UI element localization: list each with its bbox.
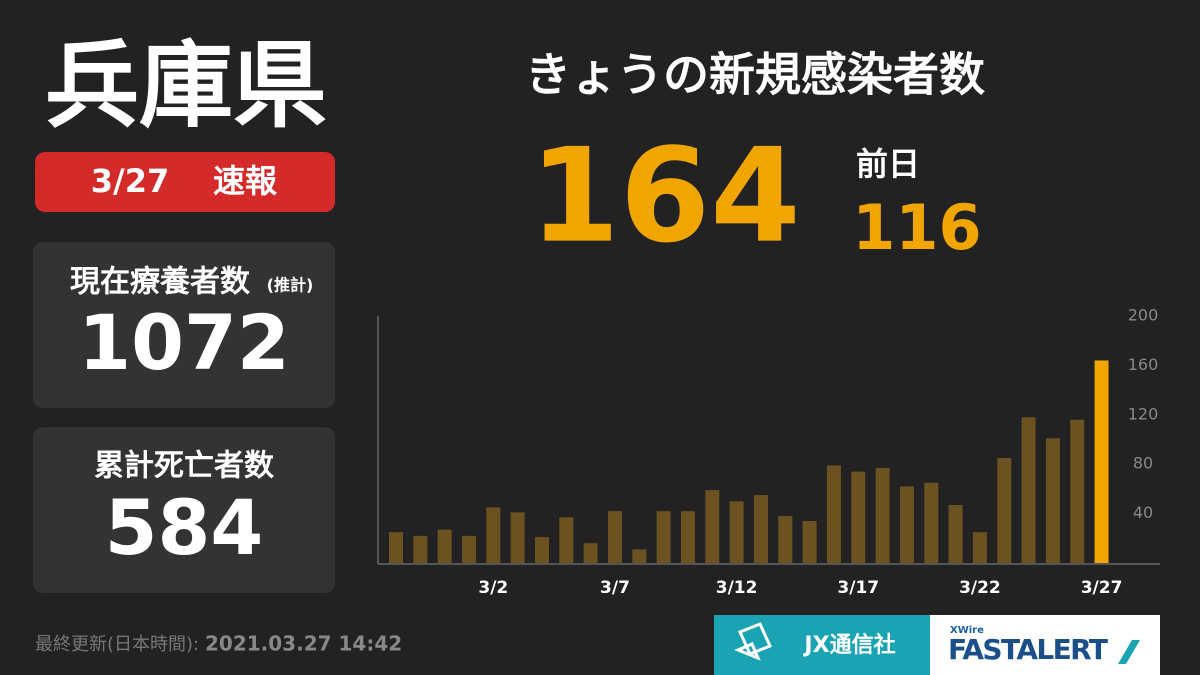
y-tick-label: 120 [1128,404,1159,423]
logo-icon [734,622,773,661]
logo-fastalert [930,615,1160,675]
badge-text: 速報 [213,162,277,200]
bar [607,511,622,563]
x-tick-label: 3/2 [478,578,508,598]
bar [851,471,866,563]
bar [461,535,476,563]
logo-small-text: XWire [950,625,984,636]
panel-label: 現在療養者数 [70,265,251,300]
y-tick-label: 160 [1128,355,1159,374]
y-tick-label: 80 [1133,454,1153,473]
bar [899,486,914,563]
bar [632,549,647,563]
panel [33,427,335,593]
bar [437,529,452,563]
badge-date: 3/27 [91,162,169,200]
bar [997,458,1012,563]
prefecture-title: 兵庫県 [45,32,327,141]
today-value: 164 [529,120,800,272]
updated-label: 最終更新(日本時間): [35,634,199,655]
prev-label: 前日 [856,145,920,183]
bar [389,532,403,563]
badge [35,152,335,212]
bar [875,467,890,563]
bar [1094,360,1109,563]
x-tick-label: 3/12 [716,578,758,598]
panel-label: 累計死亡者数 [94,449,275,484]
bar [729,501,744,563]
bar [972,532,987,563]
logo-jx-text: JX通信社 [802,632,895,658]
bar [1045,438,1060,563]
bar [753,495,768,563]
x-tick-label: 3/27 [1081,578,1123,598]
x-tick-label: 3/7 [600,578,630,598]
bar [778,516,793,563]
logo-fastalert-text: FASTALERT [948,633,1108,666]
bar [413,535,428,563]
y-tick-label: 200 [1128,306,1159,325]
bar [924,482,939,563]
today-label: きょうの新規感染者数 [525,48,985,102]
bar [534,537,549,563]
x-tick-label: 3/17 [837,578,879,598]
bar [656,511,671,563]
bar [486,507,501,563]
prev-value: 116 [852,191,981,264]
bar [948,504,963,563]
bar [826,465,841,563]
panel-value: 1072 [78,298,290,387]
panel-note: (推計) [267,276,314,295]
bar [510,512,525,563]
y-tick-label: 40 [1133,503,1153,522]
bar [680,511,695,563]
panel [33,242,335,408]
x-tick-label: 3/22 [959,578,1001,598]
bar [1070,419,1085,563]
bar [583,543,598,563]
bar [1021,417,1036,563]
updated-time: 2021.03.27 14:42 [205,632,402,656]
bar [559,517,574,563]
logo-mark [1118,640,1140,664]
bar [705,490,720,563]
bar [802,521,817,563]
panel-value: 584 [105,483,264,572]
